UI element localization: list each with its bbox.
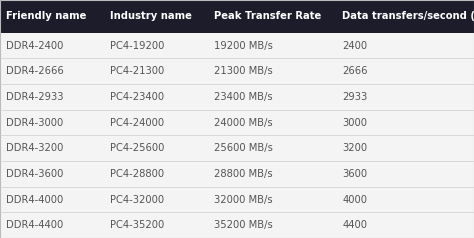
Bar [0,0,474,33]
Text: PC4-24000: PC4-24000 [110,118,164,128]
Text: Data transfers/second (in millions): Data transfers/second (in millions) [342,11,474,21]
Text: DDR4-4000: DDR4-4000 [6,194,63,204]
Text: 19200 MB/s: 19200 MB/s [214,41,273,51]
Text: 4000: 4000 [342,194,367,204]
Bar [0,187,474,212]
Bar [0,110,474,135]
Text: 23400 MB/s: 23400 MB/s [214,92,273,102]
Text: 35200 MB/s: 35200 MB/s [214,220,273,230]
Text: DDR4-3200: DDR4-3200 [6,143,63,153]
Text: PC4-21300: PC4-21300 [110,66,164,76]
Text: Peak Transfer Rate: Peak Transfer Rate [214,11,321,21]
Bar [0,33,474,59]
Text: PC4-25600: PC4-25600 [110,143,164,153]
Text: Friendly name: Friendly name [6,11,86,21]
Bar [0,161,474,187]
Text: 3000: 3000 [342,118,367,128]
Text: Industry name: Industry name [110,11,192,21]
Text: DDR4-2666: DDR4-2666 [6,66,64,76]
Text: 32000 MB/s: 32000 MB/s [214,194,273,204]
Bar [0,135,474,161]
Text: PC4-35200: PC4-35200 [110,220,164,230]
Bar [0,84,474,110]
Text: DDR4-4400: DDR4-4400 [6,220,63,230]
Text: 21300 MB/s: 21300 MB/s [214,66,273,76]
Text: 4400: 4400 [342,220,367,230]
Text: PC4-32000: PC4-32000 [110,194,164,204]
Text: DDR4-3600: DDR4-3600 [6,169,63,179]
Text: DDR4-2400: DDR4-2400 [6,41,63,51]
Text: 24000 MB/s: 24000 MB/s [214,118,273,128]
Text: PC4-19200: PC4-19200 [110,41,164,51]
Text: PC4-28800: PC4-28800 [110,169,164,179]
Text: DDR4-3000: DDR4-3000 [6,118,63,128]
Text: PC4-23400: PC4-23400 [110,92,164,102]
Text: 2400: 2400 [342,41,367,51]
Bar [0,59,474,84]
Text: 3200: 3200 [342,143,367,153]
Text: 3600: 3600 [342,169,367,179]
Text: 2933: 2933 [342,92,367,102]
Bar [0,212,474,238]
Text: 25600 MB/s: 25600 MB/s [214,143,273,153]
Text: 2666: 2666 [342,66,368,76]
Text: 28800 MB/s: 28800 MB/s [214,169,273,179]
Text: DDR4-2933: DDR4-2933 [6,92,63,102]
